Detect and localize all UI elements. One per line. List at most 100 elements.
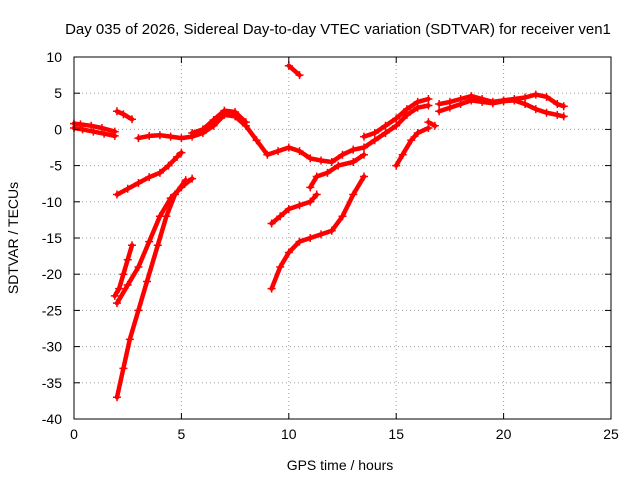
data-point — [499, 97, 508, 106]
grid — [74, 57, 611, 419]
data-point — [359, 143, 368, 152]
data-point — [531, 90, 540, 99]
y-axis-label: SDTVAR / TECUs — [5, 182, 21, 294]
x-tick-label: 20 — [496, 426, 512, 442]
x-tick-label: 0 — [70, 426, 78, 442]
data-point — [110, 291, 119, 300]
data-point — [267, 219, 276, 228]
data-point — [112, 299, 121, 308]
data-traces — [70, 61, 568, 402]
series-arc-11 — [308, 152, 367, 190]
data-point — [173, 152, 182, 161]
x-tick-label: 5 — [178, 426, 186, 442]
data-point — [100, 129, 109, 138]
data-point — [327, 226, 336, 235]
data-point — [306, 154, 315, 163]
data-point — [276, 262, 285, 271]
chart-title: Day 035 of 2026, Sidereal Day-to-day VTE… — [65, 21, 611, 38]
data-point — [188, 174, 197, 183]
data-point — [155, 131, 164, 140]
data-point — [338, 150, 347, 159]
y-tick-label: -30 — [42, 339, 62, 355]
data-point — [510, 96, 519, 105]
data-point — [112, 393, 121, 402]
data-point — [284, 248, 293, 257]
data-point — [392, 161, 401, 170]
series-arc-10 — [269, 174, 367, 291]
x-tick-label: 15 — [388, 426, 404, 442]
data-point — [127, 115, 136, 124]
data-point — [123, 281, 132, 290]
data-point — [119, 364, 128, 373]
data-point — [263, 150, 272, 159]
data-point — [295, 147, 304, 156]
data-point — [112, 107, 121, 116]
x-axis-label: GPS time / hours — [287, 457, 394, 473]
data-point — [198, 125, 207, 134]
data-point — [143, 277, 152, 286]
data-point — [97, 123, 106, 132]
y-tick-label: -40 — [42, 411, 62, 427]
data-point — [467, 96, 476, 105]
data-point — [531, 105, 540, 114]
data-point — [177, 148, 186, 157]
data-point — [488, 99, 497, 108]
data-point — [402, 105, 411, 114]
data-point — [478, 97, 487, 106]
data-point — [166, 132, 175, 141]
data-point — [317, 156, 326, 165]
x-tick-label: 25 — [603, 426, 619, 442]
axis-ticks: 0 5 10 15 20 25 10 5 0 -5 -10 -15 -20 -25 -30 -35 -40 — [42, 49, 619, 442]
data-point — [87, 121, 96, 130]
data-point — [134, 262, 143, 271]
data-point — [370, 136, 379, 145]
data-point — [284, 61, 293, 70]
data-point — [181, 176, 190, 185]
data-point — [209, 115, 218, 124]
data-point — [267, 284, 276, 293]
data-point — [119, 270, 128, 279]
series-arc-2 — [114, 109, 135, 122]
y-tick-label: 10 — [46, 49, 62, 65]
data-point — [553, 110, 562, 119]
data-point — [323, 168, 332, 177]
y-tick-label: -35 — [42, 375, 62, 391]
data-point — [553, 100, 562, 109]
data-point — [392, 121, 401, 130]
data-point — [559, 102, 568, 111]
data-point — [123, 184, 132, 193]
data-point — [127, 241, 136, 250]
y-tick-label: -20 — [42, 266, 62, 282]
data-point — [327, 157, 336, 166]
y-tick-label: 5 — [54, 85, 62, 101]
data-point — [119, 110, 128, 119]
data-point — [295, 237, 304, 246]
data-point — [306, 234, 315, 242]
data-point — [241, 118, 250, 127]
data-point — [359, 172, 368, 181]
data-point — [398, 150, 407, 159]
y-tick-label: -10 — [42, 194, 62, 210]
series-arc-9 — [269, 192, 319, 226]
data-point — [284, 143, 293, 152]
data-point — [145, 237, 154, 246]
data-point — [381, 129, 390, 138]
data-point — [413, 97, 422, 106]
series-arc-12 — [393, 125, 431, 168]
data-point — [134, 134, 143, 143]
data-point — [359, 150, 368, 159]
data-point — [435, 107, 444, 116]
y-tick-label: -15 — [42, 230, 62, 246]
data-point — [456, 100, 465, 109]
data-point — [274, 147, 283, 156]
data-point — [521, 100, 530, 109]
data-point — [188, 129, 197, 138]
data-point — [349, 157, 358, 166]
data-point — [145, 173, 154, 182]
data-point — [381, 121, 390, 130]
data-point — [542, 108, 551, 117]
data-point — [164, 161, 173, 170]
data-point — [424, 118, 433, 127]
data-point — [162, 212, 171, 221]
